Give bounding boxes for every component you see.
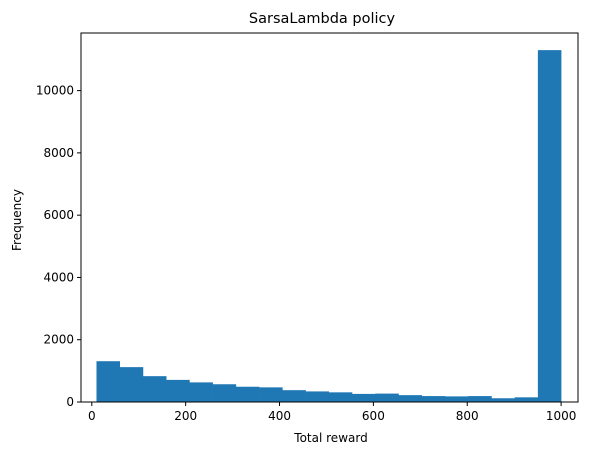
histogram-bar (235, 386, 260, 402)
y-tick-label: 10000 (36, 84, 74, 98)
histogram-bar (142, 376, 167, 402)
histogram-bar (491, 398, 515, 402)
histogram-bar (375, 393, 399, 402)
histogram-bar (514, 397, 539, 402)
histogram-bar (166, 379, 190, 402)
x-tick-label: 400 (268, 409, 291, 423)
plot-frame (80, 32, 579, 403)
histogram-bar (468, 396, 492, 402)
histogram-bar (212, 384, 237, 402)
x-axis-label: Total reward (293, 431, 367, 445)
histogram-bar (189, 382, 213, 402)
bars-group (96, 50, 562, 402)
histogram-bar (398, 395, 423, 402)
y-tick-label: 4000 (43, 270, 74, 284)
y-tick-label: 2000 (43, 333, 74, 347)
histogram-bar (421, 396, 446, 402)
histogram-bar (96, 361, 121, 402)
x-tick-label: 200 (174, 409, 197, 423)
x-tick-label: 600 (362, 409, 385, 423)
histogram-bar (444, 396, 469, 402)
x-tick-label: 800 (456, 409, 479, 423)
histogram-bar (352, 393, 376, 402)
y-tick-label: 6000 (43, 208, 74, 222)
y-axis-ticks: 0 2000 4000 6000 8000 10000 (36, 84, 81, 409)
histogram-bar (259, 387, 283, 402)
histogram-bar (119, 367, 144, 402)
y-tick-label: 8000 (43, 146, 74, 160)
histogram-bar (282, 390, 306, 402)
histogram-bar (537, 50, 562, 402)
y-tick-label: 0 (66, 395, 74, 409)
chart-title: SarsaLambda policy (249, 11, 396, 27)
histogram-bar (328, 392, 353, 402)
x-axis-ticks: 0 200 400 600 800 1000 (88, 402, 576, 423)
histogram-bar (305, 391, 330, 402)
y-axis-label: Frequency (10, 189, 24, 251)
x-tick-label: 0 (88, 409, 96, 423)
x-tick-label: 1000 (546, 409, 577, 423)
